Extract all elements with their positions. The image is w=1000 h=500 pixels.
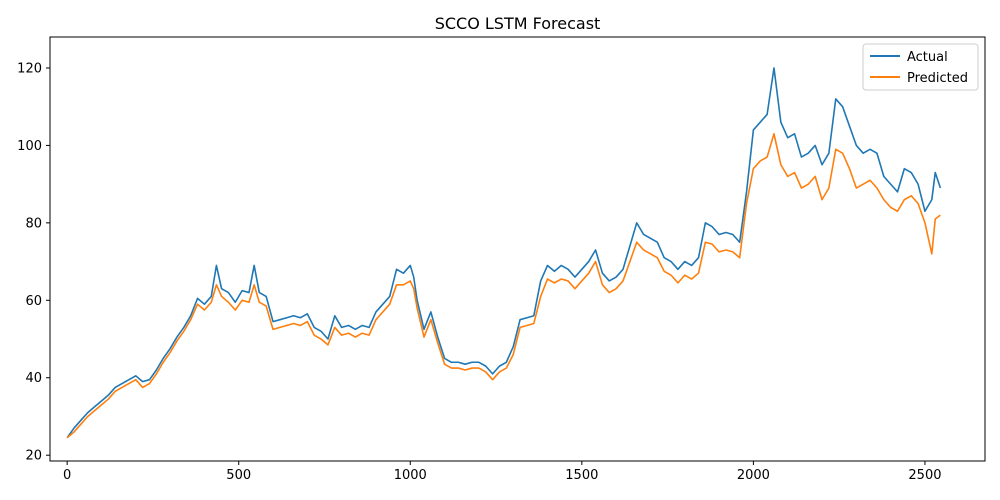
x-tick-label: 2500 — [908, 468, 941, 483]
legend-label-actual: Actual — [907, 50, 948, 65]
axes-layer — [49, 36, 986, 462]
x-tick-label: 2000 — [737, 468, 770, 483]
series-line-actual — [66, 67, 942, 439]
legend-label-predicted: Predicted — [907, 71, 968, 86]
ticks-layer: 0 500 1000 1500 2000 2500 20 40 60 80 100 120 — [17, 61, 941, 483]
y-tick-label: 60 — [25, 294, 42, 309]
series-line-predicted — [66, 133, 941, 439]
y-tick-label: 20 — [25, 449, 42, 464]
y-tick-label: 120 — [17, 61, 42, 76]
y-tick-label: 100 — [17, 139, 42, 154]
plot-frame — [49, 36, 986, 462]
y-tick-label: 40 — [25, 371, 42, 386]
chart-title: SCCO LSTM Forecast — [435, 14, 601, 33]
legend: Actual Predicted — [862, 43, 979, 91]
series-layer — [66, 67, 942, 439]
x-tick-label: 0 — [63, 468, 71, 483]
x-tick-label: 1500 — [565, 468, 598, 483]
title-layer: SCCO LSTM Forecast — [435, 14, 601, 33]
x-tick-label: 1000 — [394, 468, 427, 483]
y-tick-label: 80 — [25, 216, 42, 231]
x-tick-label: 500 — [226, 468, 251, 483]
